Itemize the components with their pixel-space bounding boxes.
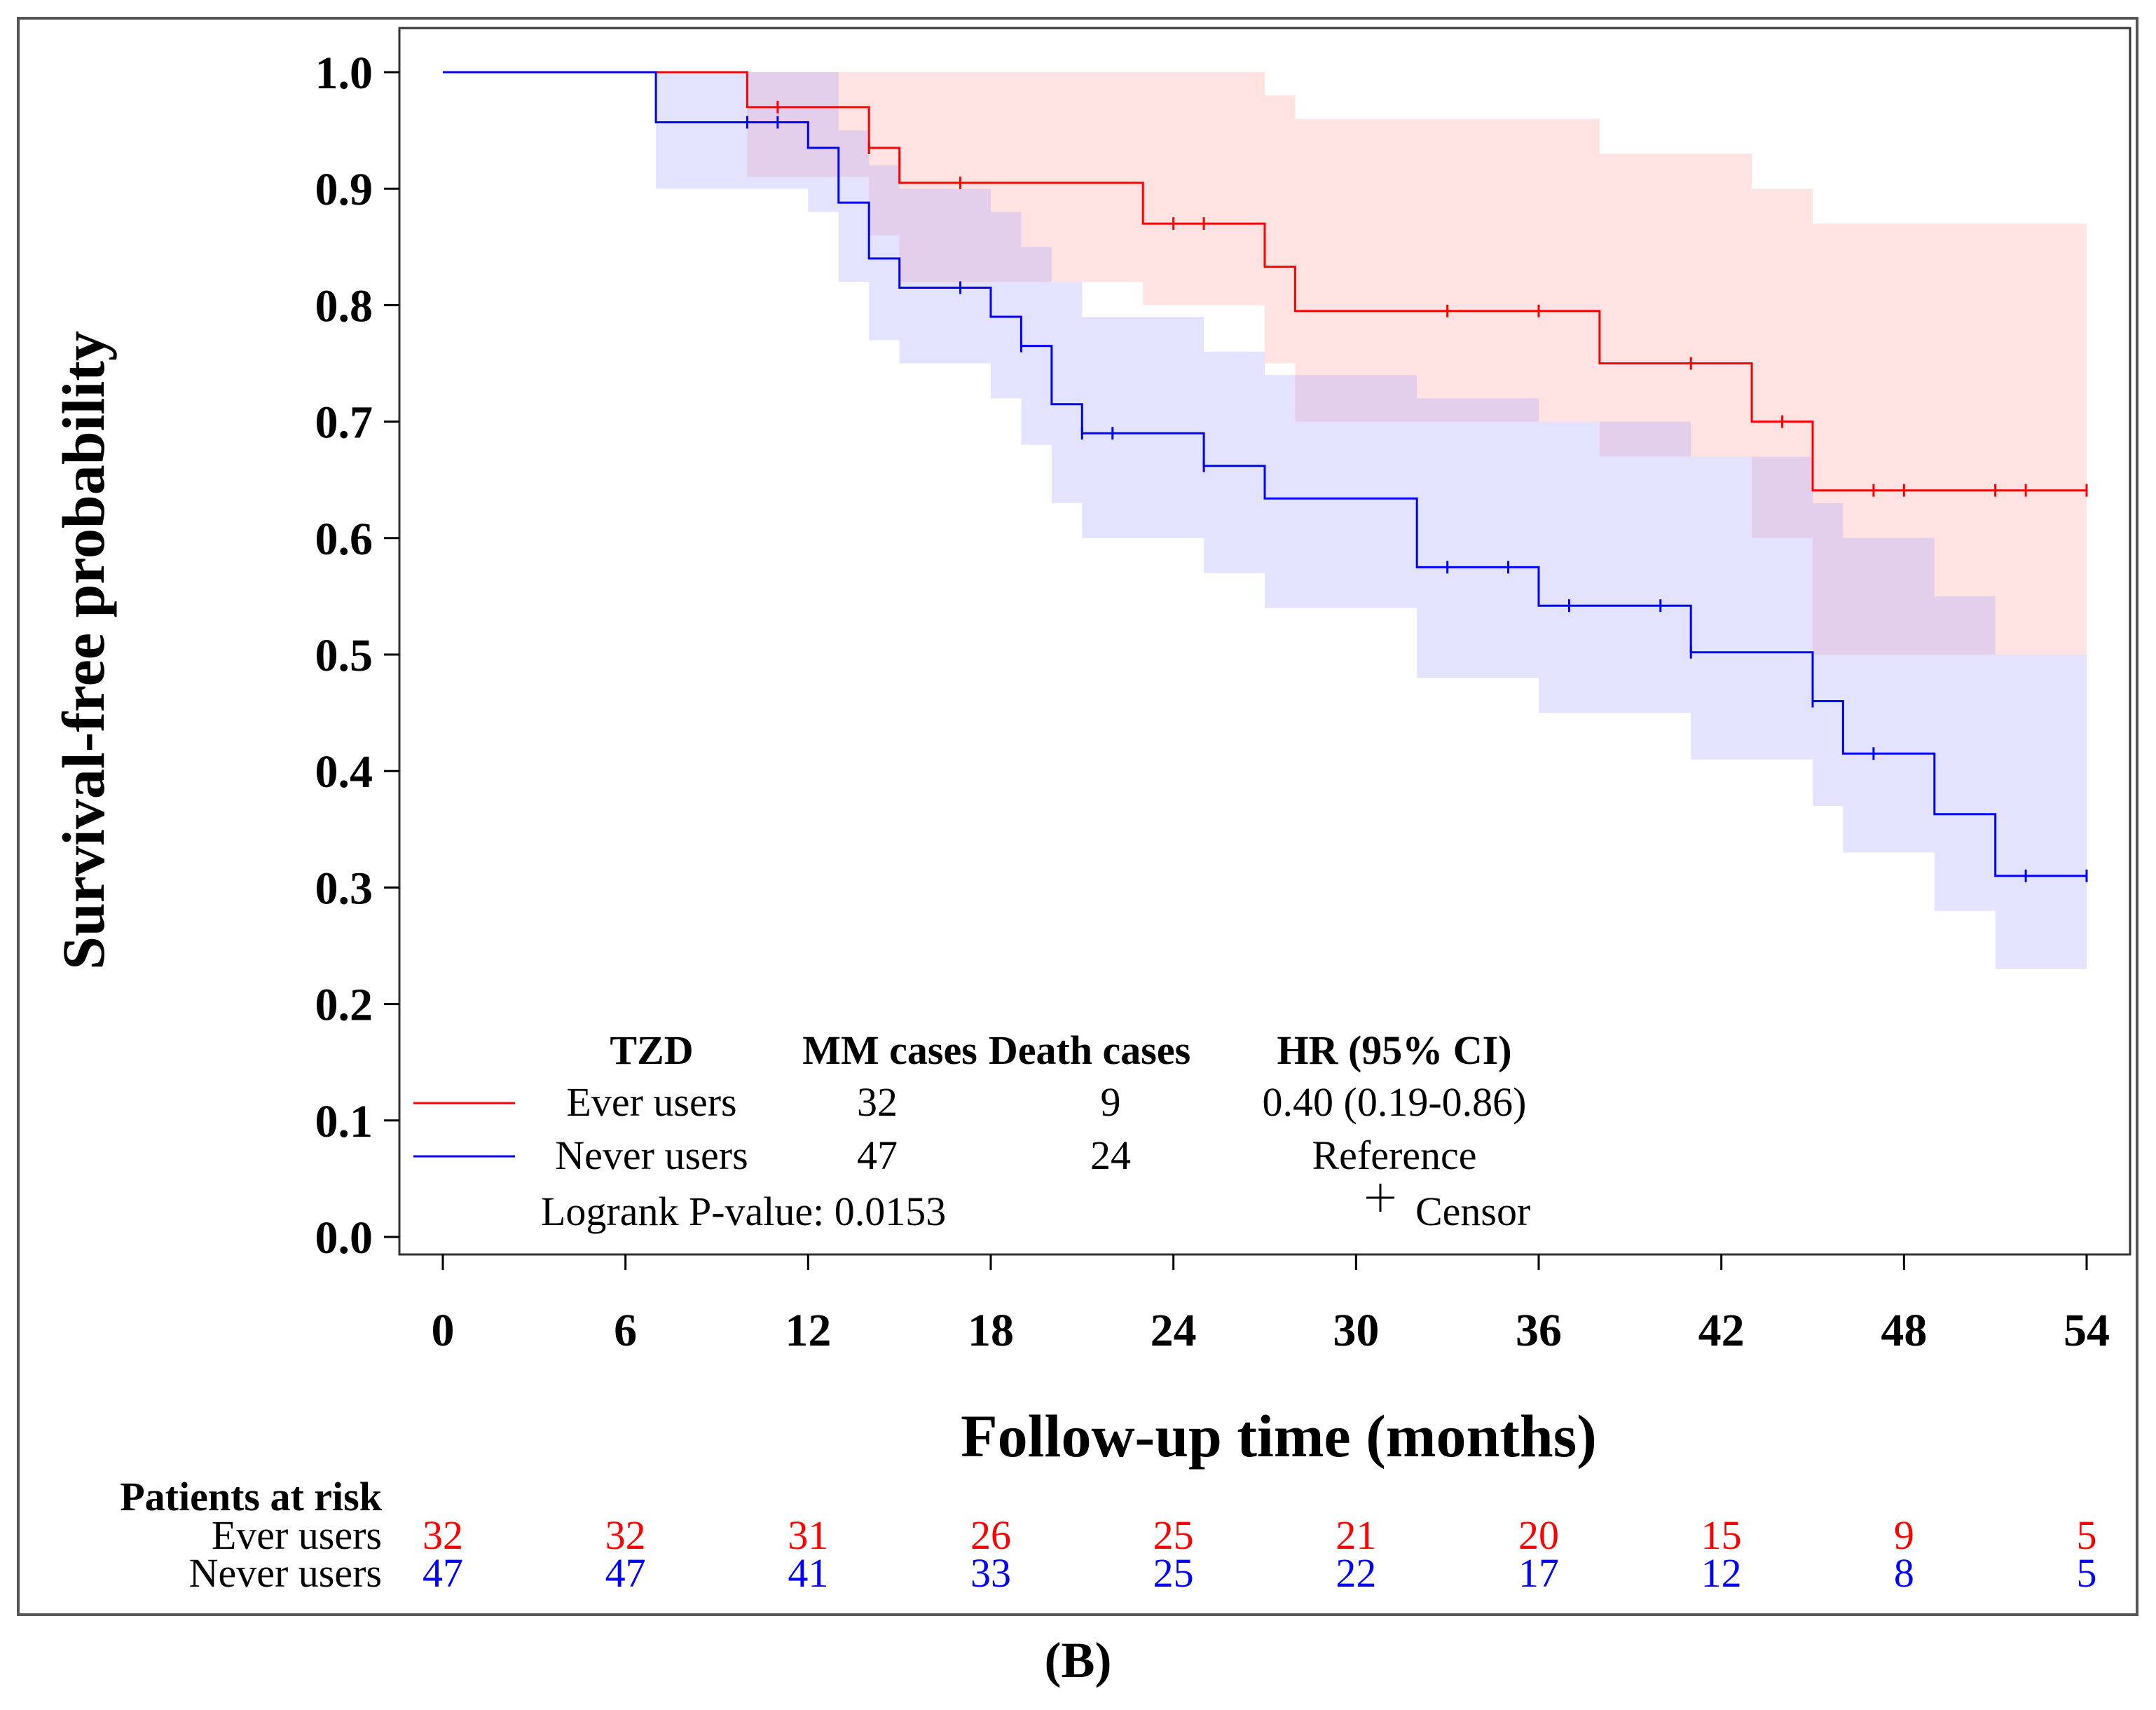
legend-group-label: Ever users — [566, 1079, 736, 1125]
legend-hr: Reference — [1312, 1133, 1476, 1178]
legend-header: HR (95% CI) — [1277, 1027, 1511, 1073]
y-tick-label: 0.2 — [315, 980, 373, 1031]
survival-curves — [443, 71, 2087, 877]
risk-value-never-users: 33 — [970, 1550, 1011, 1596]
risk-value-ever-users: 31 — [788, 1512, 828, 1558]
risk-value-never-users: 25 — [1153, 1550, 1194, 1596]
y-tick-label: 0.6 — [315, 514, 373, 565]
y-tick-label: 1.0 — [315, 48, 373, 99]
legend-death-cases: 24 — [1090, 1133, 1131, 1178]
axes — [384, 27, 2131, 1270]
y-tick-label: 0.1 — [315, 1096, 373, 1147]
x-axis-title: Follow-up time (months) — [961, 1402, 1597, 1470]
x-tick-label: 42 — [1698, 1305, 1745, 1356]
legend-censor-label: Censor — [1415, 1189, 1530, 1234]
x-tick-label: 54 — [2064, 1305, 2110, 1356]
legend-header: Death cases — [989, 1027, 1190, 1073]
x-tick-label: 36 — [1516, 1305, 1562, 1356]
legend-header: MM cases — [802, 1027, 977, 1073]
survival-curve-never-users — [443, 71, 2087, 877]
risk-value-never-users: 12 — [1701, 1550, 1742, 1596]
legend-mm-cases: 47 — [857, 1133, 898, 1178]
risk-value-never-users: 47 — [605, 1550, 646, 1596]
risk-value-never-users: 47 — [423, 1550, 463, 1596]
legend-mm-cases: 32 — [857, 1079, 898, 1125]
ci-band-never-users — [443, 72, 2087, 969]
risk-value-ever-users: 20 — [1518, 1512, 1559, 1558]
y-tick-label: 0.0 — [315, 1212, 373, 1264]
x-tick-label: 18 — [968, 1305, 1014, 1356]
legend-group-label: Never users — [555, 1133, 748, 1178]
chart-text: 0.0 0.1 0.2 0.3 0.4 0.5 0.6 0.7 0.8 0.9 1.0 0 6 12 18 2… — [50, 48, 2110, 1596]
y-tick-label: 0.8 — [315, 280, 373, 331]
risk-value-never-users: 5 — [2077, 1550, 2097, 1596]
risk-value-ever-users: 21 — [1336, 1512, 1376, 1558]
x-tick-label: 30 — [1333, 1305, 1379, 1356]
y-tick-label: 0.9 — [315, 164, 373, 215]
ci-bands — [443, 72, 2087, 969]
y-tick-label: 0.5 — [315, 630, 373, 681]
risk-value-ever-users: 15 — [1701, 1512, 1742, 1558]
risk-value-never-users: 17 — [1518, 1550, 1559, 1596]
risk-value-never-users: 41 — [788, 1550, 828, 1596]
risk-value-ever-users: 9 — [1894, 1512, 1914, 1558]
y-tick-label: 0.4 — [315, 746, 373, 798]
risk-row-label-never-users: Never users — [189, 1550, 382, 1596]
x-tick-label: 24 — [1151, 1305, 1197, 1356]
risk-row-label-ever-users: Ever users — [212, 1512, 382, 1558]
survival-curve-ever-users — [443, 71, 2087, 492]
risk-value-ever-users: 26 — [970, 1512, 1011, 1558]
panel-label: (B) — [0, 1632, 2156, 1690]
km-chart: 0.0 0.1 0.2 0.3 0.4 0.5 0.6 0.7 0.8 0.9 1.0 0 6 12 18 2… — [50, 27, 2131, 1596]
x-tick-label: 0 — [432, 1305, 455, 1356]
risk-value-ever-users: 32 — [605, 1512, 646, 1558]
plot-area-border — [398, 27, 2131, 1256]
y-tick-label: 0.7 — [315, 397, 373, 449]
legend-hr: 0.40 (0.19-0.86) — [1263, 1079, 1527, 1125]
risk-table-title: Patients at risk — [120, 1474, 382, 1519]
risk-value-ever-users: 5 — [2077, 1512, 2097, 1558]
panel-label-text: (B) — [1044, 1632, 1112, 1688]
risk-value-ever-users: 32 — [423, 1512, 463, 1558]
x-tick-label: 6 — [614, 1305, 637, 1356]
chart-frame — [17, 17, 2138, 1616]
legend-death-cases: 9 — [1101, 1079, 1121, 1125]
x-tick-label: 48 — [1881, 1305, 1927, 1356]
y-tick-label: 0.3 — [315, 863, 373, 914]
risk-value-ever-users: 25 — [1153, 1512, 1194, 1558]
legend-logrank: Logrank P-value: 0.0153 — [541, 1189, 946, 1234]
legend-header: TZD — [610, 1027, 693, 1073]
ci-band-ever-users — [443, 72, 2087, 655]
x-tick-label: 12 — [785, 1305, 831, 1356]
censor-marks — [746, 100, 2088, 882]
risk-value-never-users: 22 — [1336, 1550, 1376, 1596]
risk-value-never-users: 8 — [1894, 1550, 1914, 1596]
y-axis-title: Survival-free probability — [50, 331, 117, 970]
